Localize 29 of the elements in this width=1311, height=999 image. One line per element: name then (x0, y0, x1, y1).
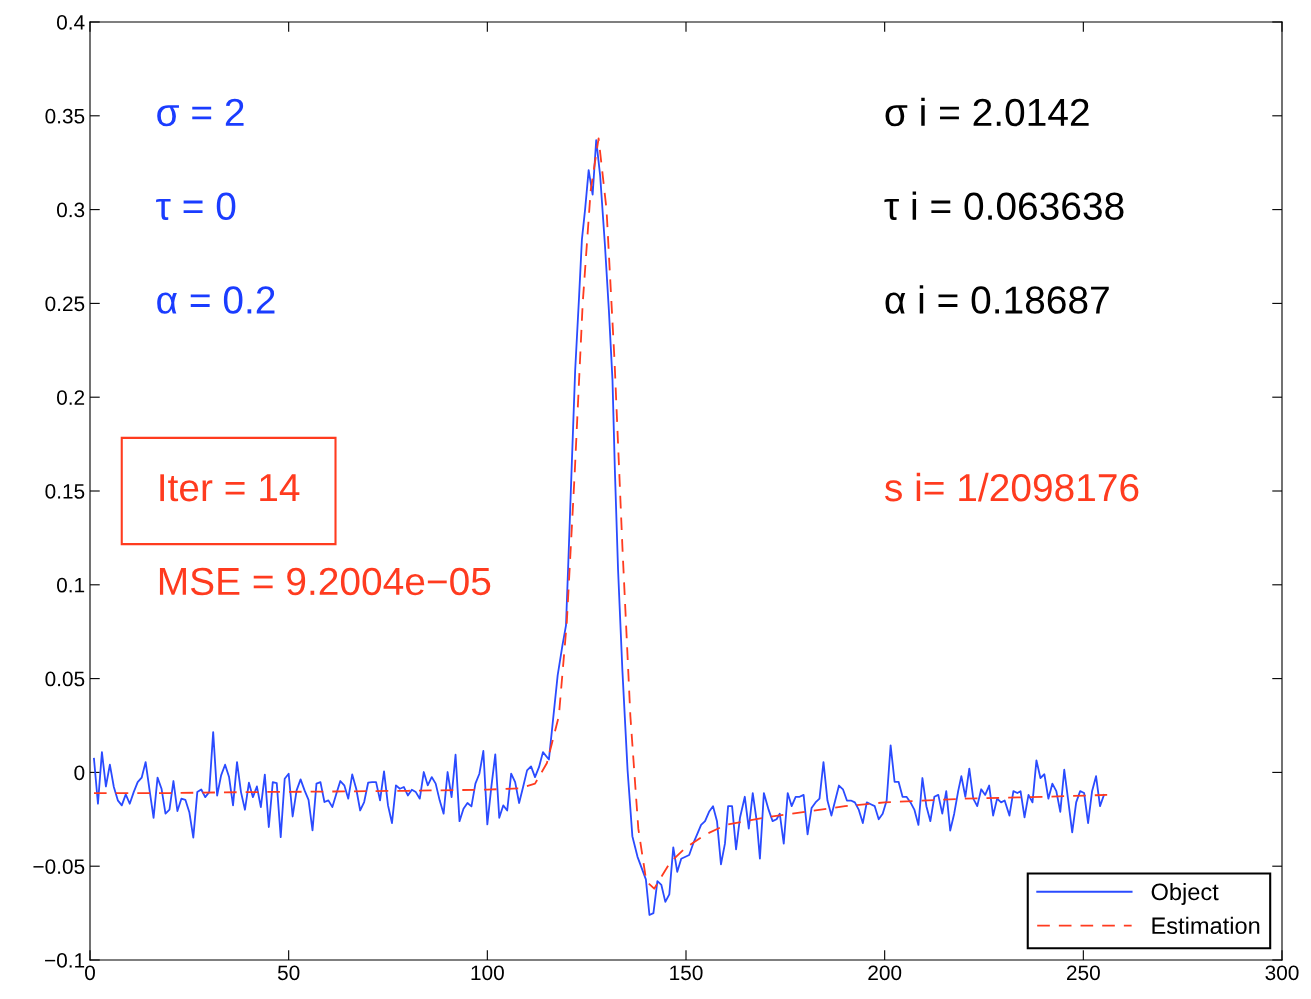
x-tick-label: 300 (1265, 965, 1299, 981)
annotation: α i = 0.18687 (885, 285, 1109, 314)
y-tick-label: −0.05 (33, 859, 85, 874)
y-tick-label: 0.35 (45, 108, 85, 124)
y-tick-label: −0.1 (45, 953, 85, 968)
x-tick-label: 0 (85, 965, 95, 981)
x-tick-label: 200 (868, 965, 902, 981)
x-tick-label: 50 (277, 965, 300, 981)
annotation: τ = 0 (156, 192, 236, 221)
y-tick-label: 0.2 (56, 390, 85, 405)
x-tick-label: 100 (471, 965, 504, 981)
annotation: s i= 1/2098176 (884, 472, 1139, 502)
y-tick-label: 0.25 (45, 296, 85, 312)
y-tick-label: 0.15 (45, 484, 85, 499)
y-tick-label: 0 (74, 765, 85, 781)
annotation: τ i = 0.063638 (884, 191, 1124, 221)
annotation: σ = 2 (157, 98, 244, 127)
x-tick-label: 250 (1067, 965, 1100, 981)
legend-label: Estimation (1152, 916, 1260, 935)
y-tick-label: 0.1 (56, 577, 85, 593)
annotation: α = 0.2 (157, 286, 275, 314)
y-tick-label: 0.4 (56, 15, 85, 30)
annotation: MSE = 9.2004e−05 (159, 567, 491, 596)
y-tick-label: 0.3 (56, 202, 85, 218)
legend-label: Object (1151, 882, 1219, 905)
y-tick-label: 0.05 (45, 671, 85, 687)
annotation: σ i = 2.0142 (885, 97, 1089, 127)
annotation: Iter = 14 (160, 474, 300, 502)
x-tick-label: 150 (670, 965, 703, 981)
